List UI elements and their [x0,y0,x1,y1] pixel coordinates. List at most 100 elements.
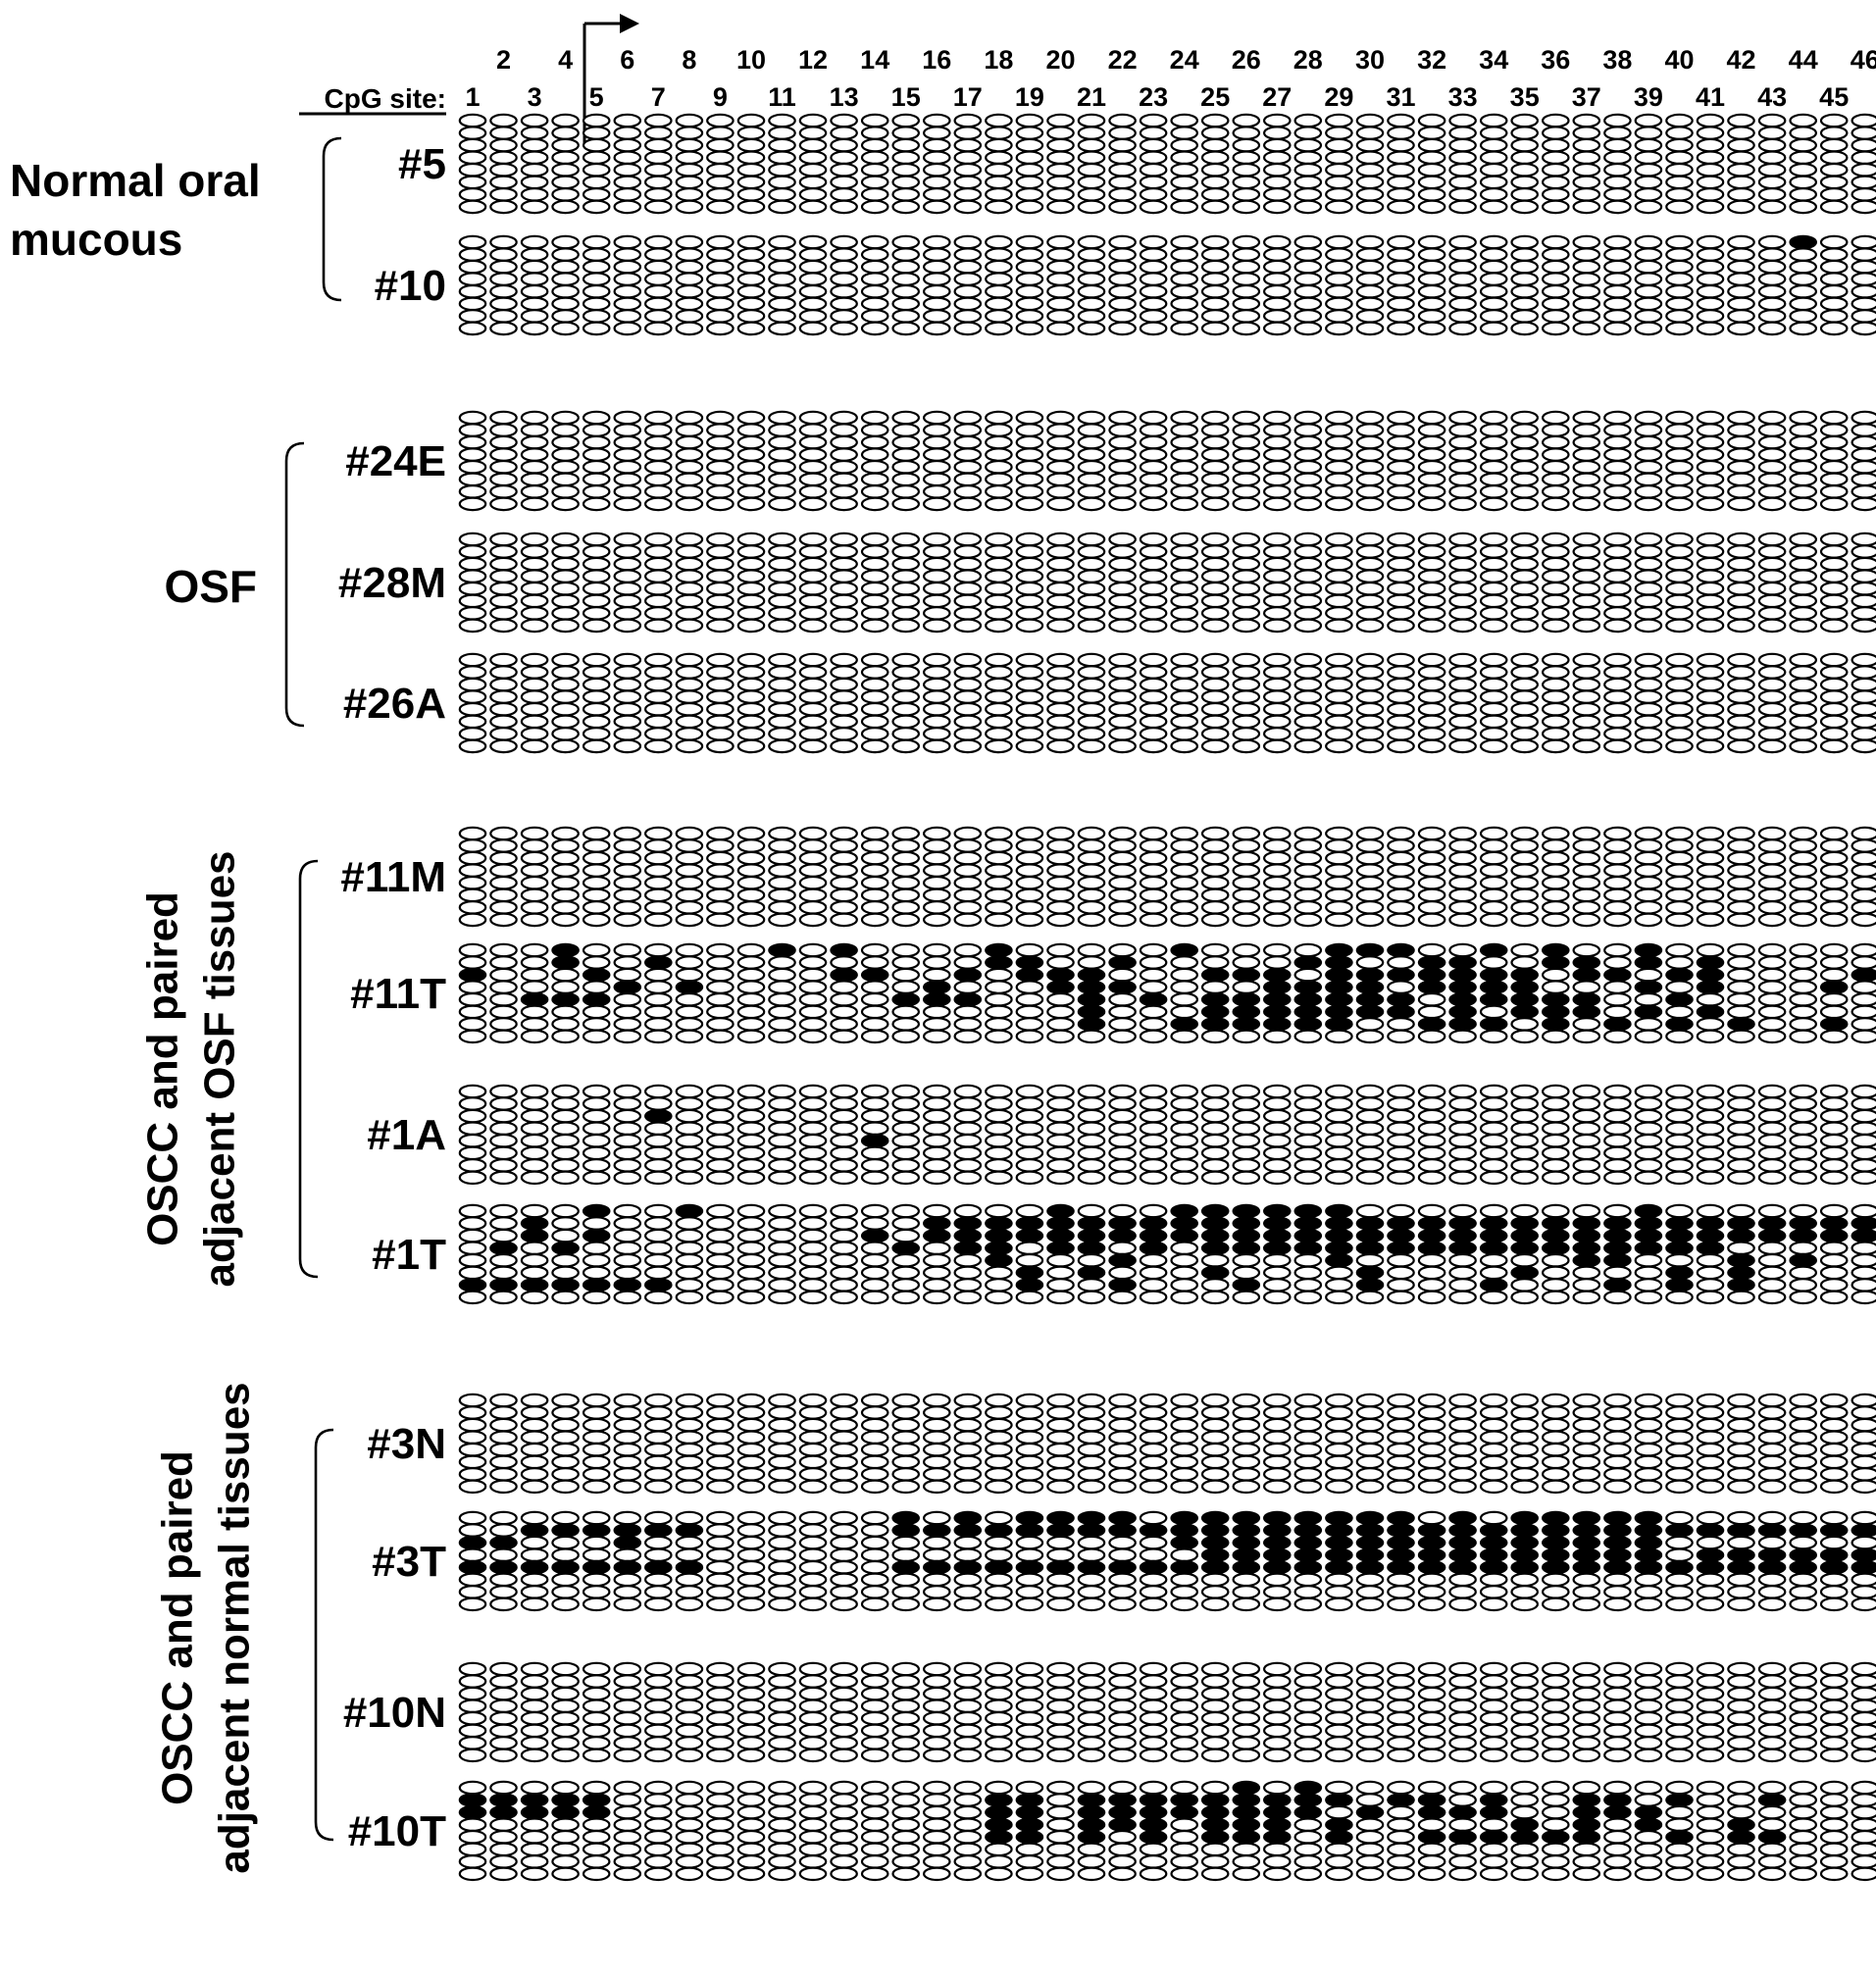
unmethylated-cpg [582,581,611,596]
cpg-site-number: 44 [1789,45,1818,75]
sample-grid [458,826,1876,928]
methylated-cpg [1417,1241,1446,1255]
methylated-cpg [551,1523,580,1538]
unmethylated-cpg [1417,1133,1446,1148]
unmethylated-cpg [1293,1597,1323,1612]
unmethylated-cpg [1387,234,1415,250]
unmethylated-cpg [1634,714,1663,730]
unmethylated-cpg [1819,496,1849,512]
unmethylated-cpg [736,850,766,866]
methylated-cpg [1355,1523,1385,1538]
unmethylated-cpg [798,1004,828,1020]
unmethylated-cpg [1046,283,1075,299]
unmethylated-cpg [953,175,983,190]
unmethylated-cpg [1170,410,1198,426]
methylated-cpg [1510,1547,1539,1562]
cpg-site-number: 21 [1077,82,1106,112]
unmethylated-cpg [1727,1597,1755,1612]
unmethylated-cpg [860,581,889,596]
unmethylated-cpg [1665,899,1694,915]
unmethylated-cpg [1015,1017,1044,1032]
unmethylated-cpg [1479,234,1508,250]
unmethylated-cpg [1355,423,1385,437]
unmethylated-cpg [860,1854,889,1869]
unmethylated-cpg [1851,1829,1876,1845]
unmethylated-cpg [891,1854,920,1869]
unmethylated-cpg [551,967,580,983]
unmethylated-cpg [1479,1417,1508,1433]
unmethylated-cpg [798,1252,828,1268]
unmethylated-cpg [489,701,518,717]
unmethylated-cpg [1293,1723,1323,1739]
unmethylated-cpg [1572,434,1601,450]
unmethylated-cpg [1108,569,1137,583]
unmethylated-cpg [1510,1430,1539,1445]
unmethylated-cpg [551,1780,580,1796]
unmethylated-cpg [1696,1817,1725,1832]
unmethylated-cpg [736,1854,766,1869]
cpg-site-number: 20 [1045,45,1075,75]
unmethylated-cpg [1200,1454,1230,1470]
unmethylated-cpg [1077,1405,1106,1420]
unmethylated-cpg [1510,569,1539,583]
unmethylated-cpg [1293,912,1323,928]
unmethylated-cpg [1046,1793,1075,1807]
unmethylated-cpg [1293,1405,1323,1420]
methylated-cpg [1757,1216,1787,1231]
unmethylated-cpg [1696,1252,1725,1268]
unmethylated-cpg [1448,942,1477,958]
unmethylated-cpg [582,175,611,190]
unmethylated-cpg [643,1228,673,1243]
unmethylated-cpg [830,605,858,621]
methylated-cpg [675,1523,704,1538]
unmethylated-cpg [489,272,518,286]
unmethylated-cpg [1542,1723,1570,1739]
unmethylated-cpg [1293,296,1323,312]
unmethylated-cpg [489,137,518,153]
methylated-cpg [1077,1228,1106,1243]
methylated-cpg [613,1535,642,1550]
unmethylated-cpg [1819,1829,1849,1845]
unmethylated-cpg [1170,1290,1198,1305]
unmethylated-cpg [1789,850,1817,866]
unmethylated-cpg [1325,1084,1353,1099]
unmethylated-cpg [1757,1096,1787,1111]
unmethylated-cpg [1293,826,1323,841]
unmethylated-cpg [1727,1004,1755,1020]
unmethylated-cpg [860,618,889,634]
unmethylated-cpg [891,247,920,262]
unmethylated-cpg [1293,714,1323,730]
unmethylated-cpg [1542,1393,1570,1408]
unmethylated-cpg [1634,150,1663,165]
unmethylated-cpg [1572,1108,1601,1124]
unmethylated-cpg [1355,875,1385,890]
unmethylated-cpg [582,1661,611,1677]
unmethylated-cpg [675,1699,704,1713]
unmethylated-cpg [1417,1442,1446,1457]
unmethylated-cpg [1108,1096,1137,1111]
methylated-cpg [922,1559,951,1575]
methylated-cpg [1727,1523,1755,1538]
unmethylated-cpg [798,689,828,704]
methylated-cpg [520,1216,549,1231]
unmethylated-cpg [830,863,858,878]
unmethylated-cpg [1015,875,1044,890]
unmethylated-cpg [1263,1736,1292,1750]
methylated-cpg [458,1535,487,1550]
unmethylated-cpg [1819,1096,1849,1111]
unmethylated-cpg [798,1793,828,1807]
unmethylated-cpg [1851,1278,1876,1293]
unmethylated-cpg [1077,1585,1106,1599]
unmethylated-cpg [1851,652,1876,668]
methylated-cpg [1819,1216,1849,1231]
unmethylated-cpg [1077,912,1106,928]
unmethylated-cpg [1727,434,1755,450]
unmethylated-cpg [1542,556,1570,572]
methylated-cpg [922,1523,951,1538]
unmethylated-cpg [613,187,642,202]
unmethylated-cpg [1232,899,1261,915]
methylated-cpg [1263,1241,1292,1255]
unmethylated-cpg [1603,532,1632,547]
unmethylated-cpg [768,1145,796,1161]
